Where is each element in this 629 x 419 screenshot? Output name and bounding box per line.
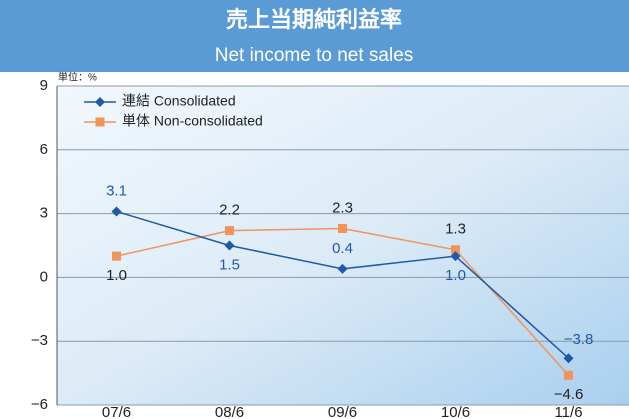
data-label: 1.0 xyxy=(106,267,127,284)
y-tick-label: −3 xyxy=(31,332,48,349)
data-label: 1.0 xyxy=(445,267,466,284)
data-label: 0.4 xyxy=(332,240,353,257)
chart-subtitle: Net income to net sales xyxy=(215,45,414,66)
x-tick-label: 09/6 xyxy=(328,404,357,419)
marker xyxy=(111,206,122,217)
legend-label: 連結 Consolidated xyxy=(122,93,236,109)
plot-area xyxy=(57,86,629,405)
marker xyxy=(338,223,347,233)
data-label: 2.2 xyxy=(219,202,240,219)
y-tick-label: 3 xyxy=(40,205,48,222)
y-tick-label: 9 xyxy=(40,77,48,94)
unit-label: 単位：% xyxy=(58,71,97,84)
x-tick-label: 07/6 xyxy=(102,404,131,419)
marker xyxy=(112,251,121,261)
marker xyxy=(563,353,574,364)
chart-title: 売上当期純利益率 xyxy=(226,7,402,32)
marker xyxy=(95,97,105,107)
legend-label: 単体 Non-consolidated xyxy=(122,113,263,129)
x-tick-label: 08/6 xyxy=(215,404,244,419)
marker xyxy=(224,240,235,251)
marker xyxy=(225,226,234,236)
y-tick-label: 6 xyxy=(40,141,48,158)
data-label: 1.3 xyxy=(445,221,466,238)
x-tick-label: 11/6 xyxy=(554,404,582,419)
data-label: 3.1 xyxy=(106,182,127,199)
marker xyxy=(450,251,461,262)
data-label: −3.8 xyxy=(564,331,594,348)
marker xyxy=(451,245,460,255)
data-label: 2.3 xyxy=(332,199,353,216)
y-tick-label: 0 xyxy=(40,268,48,285)
x-tick-label: 10/6 xyxy=(441,404,470,419)
title-banner xyxy=(0,0,629,72)
marker xyxy=(95,117,105,127)
data-label: −4.6 xyxy=(554,386,584,403)
data-label: 1.5 xyxy=(219,256,240,273)
marker xyxy=(564,370,573,380)
marker xyxy=(337,263,348,274)
y-tick-label: −6 xyxy=(31,396,48,413)
